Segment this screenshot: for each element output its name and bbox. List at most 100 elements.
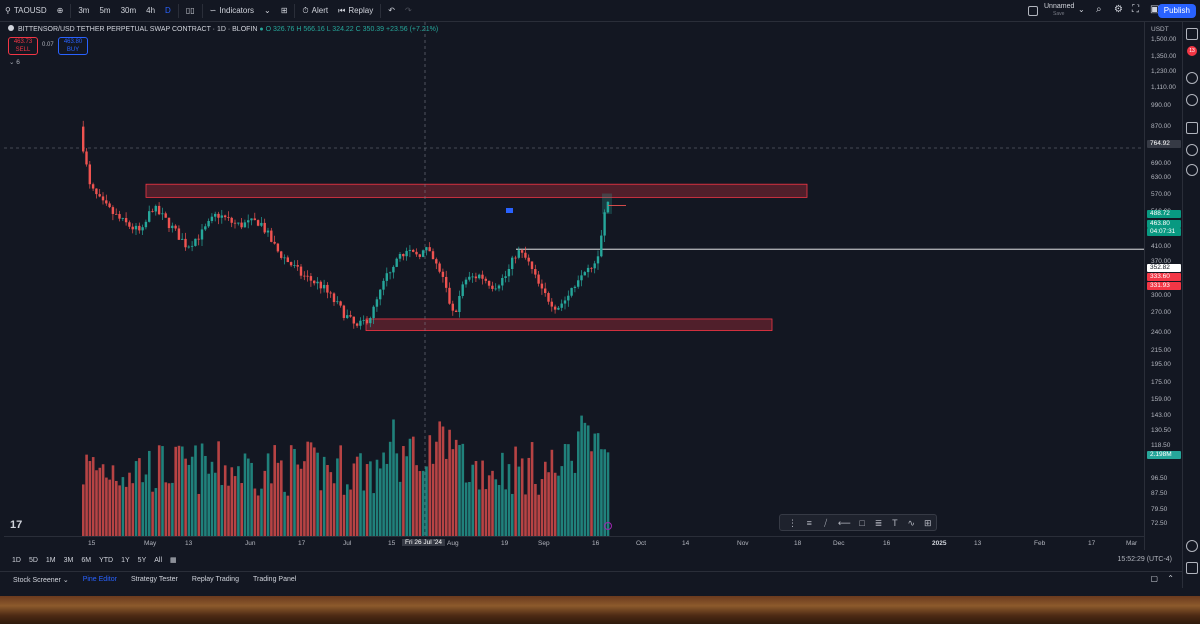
layout-menu-chevron-icon[interactable]: ⌄ <box>1078 5 1085 14</box>
price-chart[interactable] <box>4 22 1144 550</box>
candle-body <box>395 258 398 267</box>
volume-bar <box>474 461 478 536</box>
drag-handle-icon[interactable]: ⋮ <box>788 517 797 528</box>
help-icon[interactable] <box>1186 540 1198 552</box>
range-6m[interactable]: 6M <box>81 556 92 564</box>
range-ytd[interactable]: YTD <box>99 556 114 564</box>
calendar-icon[interactable] <box>1186 122 1198 134</box>
legend-title[interactable]: BITTENSOR/USD TETHER PERPETUAL SWAP CONT… <box>17 26 258 33</box>
volume-bar <box>461 443 465 536</box>
range-all[interactable]: All <box>154 556 163 564</box>
time-tick-label: Mar <box>1126 540 1138 547</box>
volume-bar <box>280 460 283 536</box>
interval-5m[interactable]: 5m <box>99 6 111 15</box>
chat-icon[interactable] <box>1186 144 1198 156</box>
volume-bar <box>322 456 326 536</box>
range-1m[interactable]: 1M <box>45 556 56 564</box>
watchlist-icon[interactable] <box>1186 28 1198 40</box>
volume-bar <box>95 470 98 536</box>
publish-button[interactable]: Publish <box>1157 4 1196 18</box>
fib-icon[interactable]: ≡ <box>806 517 812 528</box>
indicators-toggle[interactable]: ⌄ 6 <box>9 58 20 66</box>
replay-button[interactable]: ⏮ Replay <box>333 0 378 22</box>
collapse-panel-chevron-icon[interactable]: ⌃ <box>1167 574 1174 583</box>
volume-bar <box>365 464 369 536</box>
tab-pine-editor[interactable]: Pine Editor <box>82 576 117 583</box>
range-1y[interactable]: 1Y <box>121 556 130 564</box>
tab-replay-trading[interactable]: Replay Trading <box>191 576 239 583</box>
tradingview-logo[interactable]: 17 <box>10 519 23 531</box>
settings-gear-icon[interactable]: ⚙ <box>1114 4 1123 15</box>
interval-d[interactable]: D <box>165 6 171 15</box>
volume-bar <box>115 480 118 536</box>
range-5y[interactable]: 5Y <box>137 556 147 564</box>
volume-bar <box>306 441 309 536</box>
candle-body <box>250 218 253 221</box>
sell-button[interactable]: 463.73 SELL <box>8 37 38 55</box>
range-5d[interactable]: 5D <box>28 556 38 564</box>
brush-icon[interactable]: ∿ <box>907 517 916 528</box>
volume-bar <box>454 439 458 536</box>
volume-bar <box>375 459 379 536</box>
volume-bar <box>151 491 154 536</box>
notifications-icon[interactable] <box>1186 562 1198 574</box>
symbol-search[interactable]: ⚲ TAOUSD <box>0 0 52 22</box>
candle-body <box>418 254 421 257</box>
symbol-label: TAOUSD <box>13 6 47 15</box>
volume-bar <box>481 460 484 536</box>
volume-bar <box>266 453 270 536</box>
candle-body <box>289 262 293 266</box>
layers-icon[interactable] <box>1186 72 1198 84</box>
tab-strategy-tester[interactable]: Strategy Tester <box>130 576 178 583</box>
candle-body <box>388 272 392 274</box>
quick-search-icon[interactable]: ⌕ <box>1096 4 1102 15</box>
indicators-button[interactable]: ∽ Indicators <box>205 0 259 22</box>
time-tick-label: Oct <box>636 540 647 547</box>
interval-30m[interactable]: 30m <box>120 6 137 15</box>
currency-label[interactable]: USDT <box>1151 26 1169 33</box>
pitchfork-icon[interactable]: ≣ <box>874 517 883 528</box>
candle-body <box>167 217 171 229</box>
layout-checkbox[interactable] <box>1028 6 1038 16</box>
tab-trading-panel[interactable]: Trading Panel <box>252 576 297 583</box>
measure-icon[interactable]: ⊞ <box>923 517 932 528</box>
interval-3m[interactable]: 3m <box>78 6 90 15</box>
undo-button[interactable]: ↶ <box>383 0 400 22</box>
time-tick-label: 19 <box>501 540 509 547</box>
redo-button[interactable]: ↷ <box>400 0 417 22</box>
range-3m[interactable]: 3M <box>63 556 74 564</box>
volume-bar <box>171 482 174 536</box>
news-icon[interactable] <box>1186 94 1198 106</box>
volume-bar <box>349 489 352 536</box>
time-tick-label: Jun <box>245 540 256 547</box>
candle-body <box>484 278 487 281</box>
indicator-templates-button[interactable]: ⌄ <box>259 0 276 22</box>
layout-name[interactable]: Unnamed <box>1044 3 1075 10</box>
add-symbol-button[interactable]: ⊕ <box>52 0 69 22</box>
candle-body <box>134 225 138 230</box>
alert-button[interactable]: ⏱ Alert <box>297 0 333 22</box>
undo-icon: ↶ <box>388 6 395 15</box>
range-1d[interactable]: 1D <box>12 556 21 564</box>
candle-body <box>283 257 286 259</box>
volume-bar <box>108 479 111 536</box>
alerts-badge[interactable]: 13 <box>1187 46 1197 56</box>
interval-4h[interactable]: 4h <box>146 6 156 15</box>
chart-type-button[interactable]: ▯▯ <box>181 0 200 22</box>
price-axis[interactable]: USDT 1,500.00 1,350.00 1,230.00 1,110.00 990.… <box>1144 22 1182 550</box>
rectangle-icon[interactable]: □ <box>859 517 865 528</box>
text-tool-icon[interactable]: T <box>892 517 898 528</box>
camera-icon[interactable]: ▣ <box>1150 4 1160 15</box>
volume-bar <box>425 466 428 536</box>
clock[interactable]: 15:52:29 (UTC-4) <box>1117 556 1172 563</box>
layouts-button[interactable]: ⊞ <box>276 0 293 22</box>
ideas-icon[interactable] <box>1186 164 1198 176</box>
buy-button[interactable]: 463.80 BUY <box>58 37 88 55</box>
trend-line-icon[interactable]: ⧸ <box>824 517 828 528</box>
tab-stock-screener[interactable]: Stock Screener ⌄ <box>6 576 76 584</box>
time-axis[interactable]: 15 May 13 Jun 17 Jul 15 Fri 26 Jul '24 Aug 19 Sep 1… <box>4 536 1144 550</box>
maximize-panel-icon[interactable]: ▢ <box>1150 574 1158 583</box>
goto-date-calendar-icon[interactable]: ▦ <box>170 557 177 564</box>
fullscreen-icon[interactable]: ⛶ <box>1132 4 1139 15</box>
horizontal-ray-icon[interactable]: ⟵ <box>837 517 851 528</box>
